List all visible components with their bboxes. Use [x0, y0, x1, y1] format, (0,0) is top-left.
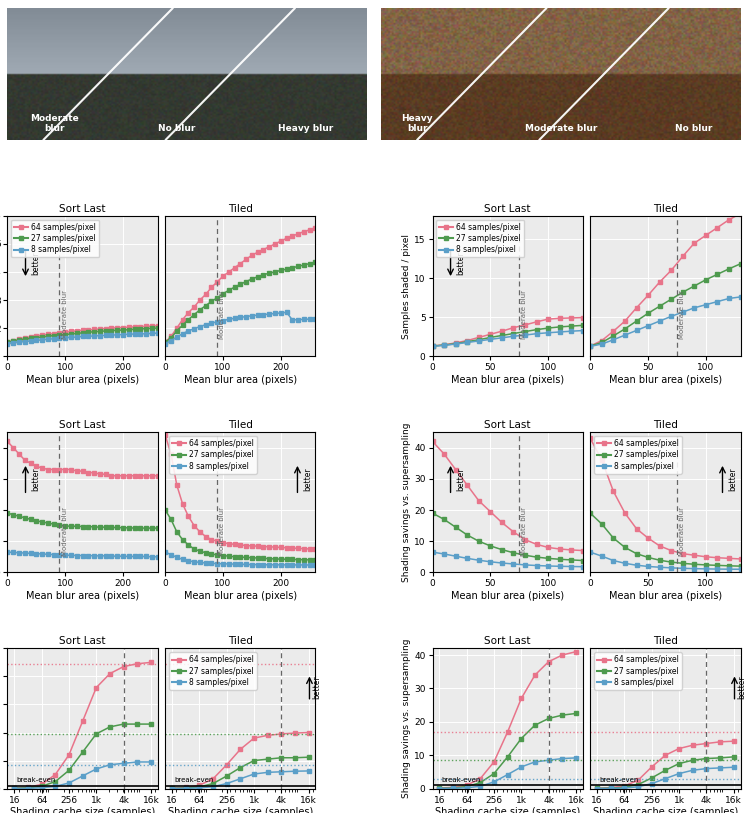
Legend: 64 samples/pixel, 27 samples/pixel, 8 samples/pixel: 64 samples/pixel, 27 samples/pixel, 8 sa…: [11, 220, 99, 258]
X-axis label: Mean blur area (pixels): Mean blur area (pixels): [451, 591, 564, 601]
Title: Tiled: Tiled: [653, 637, 678, 646]
Text: Heavy blur: Heavy blur: [278, 124, 334, 133]
Title: Tiled: Tiled: [228, 637, 253, 646]
Title: Sort Last: Sort Last: [485, 420, 531, 430]
Text: Moderate blur: Moderate blur: [524, 124, 597, 133]
Text: better: better: [31, 467, 40, 491]
X-axis label: Shading cache size (samples): Shading cache size (samples): [592, 807, 738, 813]
Title: Sort Last: Sort Last: [485, 637, 531, 646]
Title: Sort Last: Sort Last: [59, 420, 106, 430]
Text: No blur: No blur: [158, 124, 195, 133]
X-axis label: Mean blur area (pixels): Mean blur area (pixels): [609, 591, 722, 601]
Text: Moderate blur: Moderate blur: [219, 506, 225, 555]
Title: Tiled: Tiled: [228, 420, 253, 430]
X-axis label: Mean blur area (pixels): Mean blur area (pixels): [184, 591, 297, 601]
Y-axis label: Shading savings vs. supersampling: Shading savings vs. supersampling: [402, 639, 411, 798]
Text: break-even: break-even: [174, 777, 214, 783]
Y-axis label: Shading savings vs. supersampling: Shading savings vs. supersampling: [402, 423, 411, 582]
X-axis label: Shading cache size (samples): Shading cache size (samples): [435, 807, 580, 813]
Text: Moderate blur: Moderate blur: [219, 290, 225, 339]
Text: Moderate
blur: Moderate blur: [30, 114, 79, 133]
X-axis label: Shading cache size (samples): Shading cache size (samples): [168, 807, 313, 813]
Legend: 64 samples/pixel, 27 samples/pixel, 8 samples/pixel: 64 samples/pixel, 27 samples/pixel, 8 sa…: [594, 652, 682, 690]
Text: break-even: break-even: [441, 777, 481, 783]
Title: Tiled: Tiled: [228, 204, 253, 214]
Text: better: better: [304, 467, 313, 491]
Text: better: better: [313, 676, 322, 699]
Y-axis label: Samples shaded / pixel: Samples shaded / pixel: [402, 233, 411, 338]
Text: better: better: [456, 467, 465, 491]
Title: Sort Last: Sort Last: [485, 204, 531, 214]
X-axis label: Mean blur area (pixels): Mean blur area (pixels): [26, 591, 139, 601]
X-axis label: Mean blur area (pixels): Mean blur area (pixels): [609, 375, 722, 385]
Text: Heavy
blur: Heavy blur: [402, 114, 433, 133]
Title: Tiled: Tiled: [653, 204, 678, 214]
Legend: 64 samples/pixel, 27 samples/pixel, 8 samples/pixel: 64 samples/pixel, 27 samples/pixel, 8 sa…: [169, 652, 257, 690]
Text: break-even: break-even: [16, 777, 56, 783]
Title: Tiled: Tiled: [653, 420, 678, 430]
Text: Moderate blur: Moderate blur: [679, 506, 685, 555]
Legend: 64 samples/pixel, 27 samples/pixel, 8 samples/pixel: 64 samples/pixel, 27 samples/pixel, 8 sa…: [594, 436, 682, 474]
Text: Moderate blur: Moderate blur: [62, 506, 68, 555]
Title: Sort Last: Sort Last: [59, 637, 106, 646]
Text: better: better: [31, 251, 40, 275]
Title: Sort Last: Sort Last: [59, 204, 106, 214]
Text: Moderate blur: Moderate blur: [521, 506, 527, 555]
X-axis label: Mean blur area (pixels): Mean blur area (pixels): [184, 375, 297, 385]
Text: Moderate blur: Moderate blur: [521, 290, 527, 339]
Legend: 64 samples/pixel, 27 samples/pixel, 8 samples/pixel: 64 samples/pixel, 27 samples/pixel, 8 sa…: [169, 436, 257, 474]
X-axis label: Mean blur area (pixels): Mean blur area (pixels): [451, 375, 564, 385]
Text: better: better: [456, 251, 465, 275]
X-axis label: Shading cache size (samples): Shading cache size (samples): [10, 807, 156, 813]
Text: Moderate blur: Moderate blur: [679, 290, 685, 339]
Text: No blur: No blur: [675, 124, 713, 133]
Text: better: better: [738, 676, 747, 699]
Legend: 64 samples/pixel, 27 samples/pixel, 8 samples/pixel: 64 samples/pixel, 27 samples/pixel, 8 sa…: [436, 220, 524, 258]
X-axis label: Mean blur area (pixels): Mean blur area (pixels): [26, 375, 139, 385]
Text: break-even: break-even: [599, 777, 639, 783]
Text: Moderate blur: Moderate blur: [62, 290, 68, 339]
Text: better: better: [729, 467, 738, 491]
